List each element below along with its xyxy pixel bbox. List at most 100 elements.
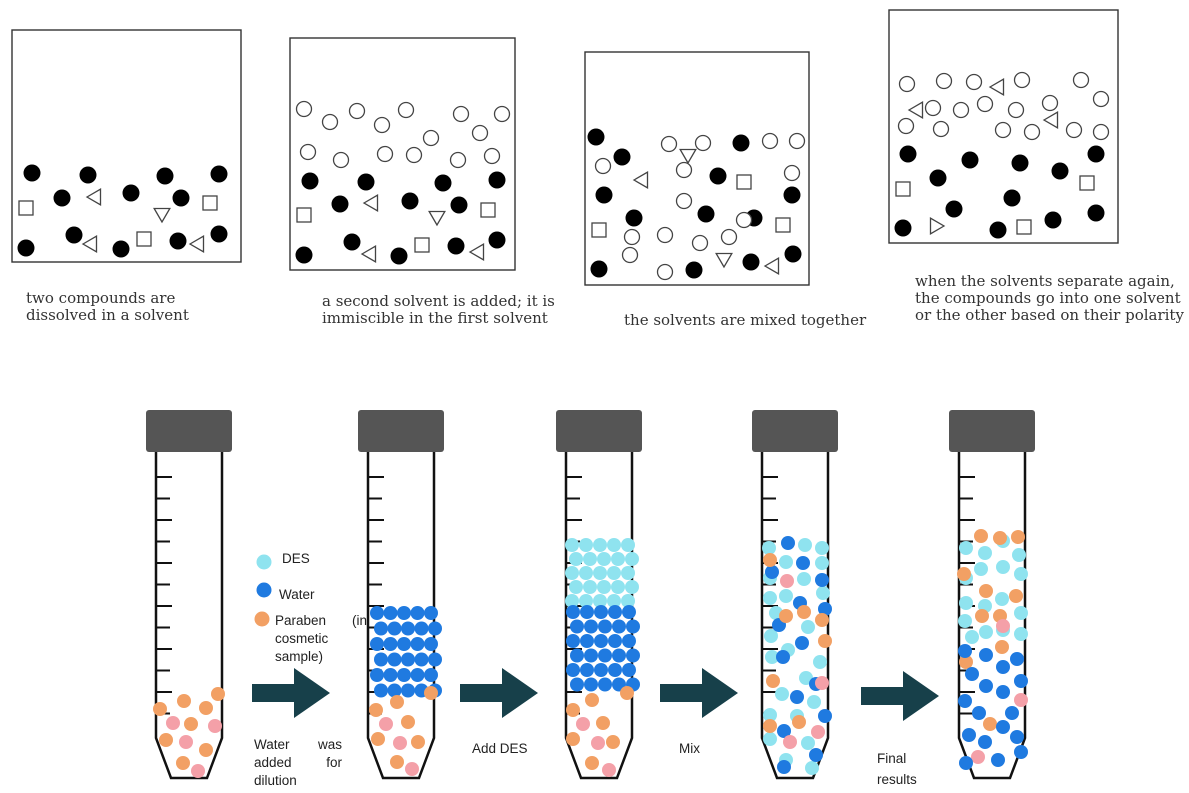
triangle-marker — [1042, 111, 1059, 129]
water-dot — [959, 756, 973, 770]
des-dot — [959, 596, 973, 610]
filled-circle — [1003, 189, 1021, 207]
des-dot — [597, 552, 611, 566]
step-line: dilution — [254, 773, 297, 788]
caption-panel-1: two compounds are dissolved in a solvent — [26, 290, 189, 324]
filled-circle — [17, 239, 35, 257]
tube-2 — [358, 410, 444, 780]
des-dot — [579, 538, 593, 552]
filled-circle — [447, 237, 465, 255]
des-dot — [621, 594, 635, 608]
tube-cap — [556, 410, 642, 452]
water-dot — [622, 663, 636, 677]
hollow-circle — [761, 132, 779, 150]
hollow-circle — [965, 73, 983, 91]
filled-circle — [112, 240, 130, 258]
paraben-dot — [393, 736, 407, 750]
water-dot — [622, 605, 636, 619]
legend-water-dot — [256, 582, 272, 598]
water-dot — [781, 536, 795, 550]
des-dot — [959, 541, 973, 555]
step-line: Water was — [254, 737, 342, 752]
hollow-circle — [1072, 71, 1090, 89]
hollow-circle — [660, 135, 678, 153]
caption-line: when the solvents separate again, — [915, 272, 1175, 290]
paraben-dot — [763, 719, 777, 733]
water-dot — [570, 648, 584, 663]
des-dot — [958, 614, 972, 628]
water-dot — [428, 652, 442, 667]
triangle-marker — [360, 245, 377, 263]
water-dot — [608, 605, 622, 619]
filled-circle — [295, 246, 313, 264]
filled-circle — [488, 171, 506, 189]
triangle-marker — [81, 235, 98, 253]
filled-circle — [685, 261, 703, 279]
water-dot — [790, 690, 804, 704]
des-dot — [813, 655, 827, 669]
square-marker — [136, 231, 152, 247]
hollow-circle — [897, 117, 915, 135]
water-dot — [996, 720, 1010, 734]
water-dot — [580, 605, 594, 619]
water-dot — [626, 619, 640, 634]
paraben-dot — [1014, 693, 1028, 707]
paraben-dot — [971, 750, 985, 764]
legend-label-des: DES — [282, 551, 310, 566]
paraben-dot — [369, 703, 383, 717]
water-dot — [383, 637, 398, 651]
hollow-circle — [1065, 121, 1083, 139]
hollow-circle — [691, 234, 709, 252]
water-dot — [410, 637, 425, 651]
water-dot — [972, 706, 986, 720]
square-marker — [480, 202, 496, 218]
triangle-marker — [153, 207, 171, 224]
paraben-dot — [815, 676, 829, 690]
hollow-circle — [952, 101, 970, 119]
water-dot — [387, 683, 402, 698]
paraben-dot — [975, 609, 989, 623]
filled-circle — [590, 260, 608, 278]
caption-line: the solvents are mixed together — [624, 311, 867, 329]
des-dot — [765, 650, 779, 664]
water-dot — [566, 634, 580, 648]
water-dot — [996, 685, 1010, 699]
square-marker — [1079, 175, 1095, 191]
hollow-circle — [295, 100, 313, 118]
filled-circle — [1087, 204, 1105, 222]
filled-circle — [156, 167, 174, 185]
triangle-marker — [763, 257, 780, 275]
filled-circle — [79, 166, 97, 184]
legend-des-dot — [256, 554, 272, 570]
paraben-dot — [401, 715, 415, 729]
filled-circle — [961, 151, 979, 169]
water-dot — [594, 605, 608, 619]
water-dot — [414, 621, 429, 636]
filled-circle — [210, 225, 228, 243]
hollow-circle — [422, 129, 440, 147]
filled-circle — [1087, 145, 1105, 163]
hollow-circle — [924, 99, 942, 117]
water-dot — [958, 644, 972, 658]
des-dot — [583, 552, 597, 566]
des-dot — [607, 538, 621, 552]
water-dot — [383, 668, 398, 682]
water-dot — [608, 663, 622, 677]
paraben-dot — [566, 703, 580, 717]
step-label-final: Final results — [877, 748, 917, 790]
des-dot — [1014, 567, 1028, 581]
filled-circle — [210, 165, 228, 183]
water-dot — [387, 652, 402, 667]
des-dot — [569, 552, 583, 566]
caption-line: dissolved in a solvent — [26, 306, 189, 324]
paraben-dot — [974, 529, 988, 543]
filled-circle — [53, 189, 71, 207]
hollow-circle — [1041, 94, 1059, 112]
des-dot — [797, 572, 811, 586]
square-marker — [296, 207, 312, 223]
water-dot — [962, 728, 976, 742]
step-label-mix: Mix — [679, 741, 700, 756]
filled-circle — [899, 145, 917, 163]
water-dot — [594, 634, 608, 648]
